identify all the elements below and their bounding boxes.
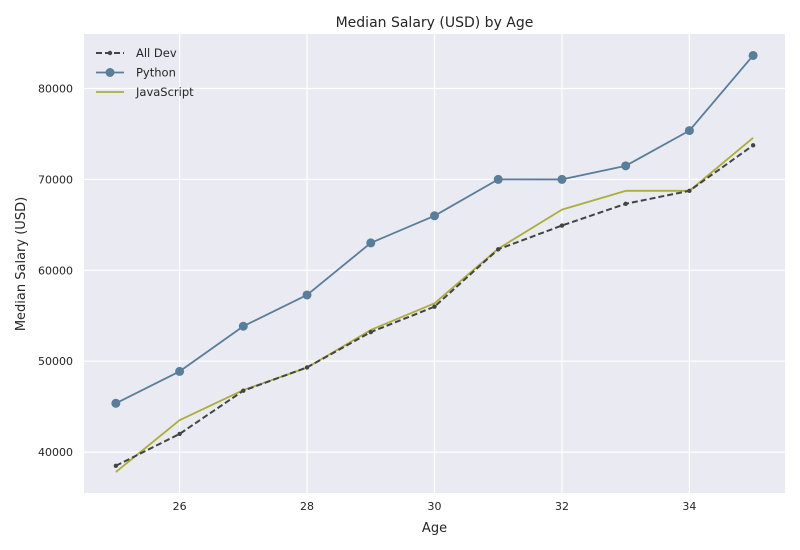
data-point-python xyxy=(557,174,567,184)
data-point-python xyxy=(302,290,312,300)
y-tick-label: 70000 xyxy=(38,173,73,186)
chart-title: Median Salary (USD) by Age xyxy=(336,15,534,31)
data-point-all-dev xyxy=(750,143,756,148)
x-tick-label: 28 xyxy=(300,500,314,513)
data-point-python xyxy=(493,174,503,184)
data-point-all-dev xyxy=(304,365,310,370)
data-point-all-dev xyxy=(368,329,373,335)
series-line-all-dev xyxy=(115,144,754,467)
legend-label-all-dev: All Dev xyxy=(136,46,177,60)
x-axis-label: Age xyxy=(422,521,447,536)
legend-marker-all-dev xyxy=(107,50,113,56)
legend-label-javascript: JavaScript xyxy=(135,85,194,99)
y-tick-label: 60000 xyxy=(38,264,73,277)
x-tick-label: 32 xyxy=(555,500,569,513)
data-point-all-dev xyxy=(687,188,692,194)
series-line-javascript xyxy=(115,137,754,473)
x-tick-label: 34 xyxy=(682,500,696,513)
legend-marker-python xyxy=(105,68,115,77)
data-point-python xyxy=(430,211,439,221)
data-point-all-dev xyxy=(177,431,182,437)
data-point-python xyxy=(238,321,248,331)
grid xyxy=(84,34,785,493)
x-tick-label: 30 xyxy=(428,500,442,513)
data-point-all-dev xyxy=(623,201,628,207)
y-axis-label: Median Salary (USD) xyxy=(14,197,29,331)
series-layer xyxy=(111,50,758,473)
data-point-python xyxy=(748,50,758,60)
ticks: 26 28 30 32 34 40000 50000 60000 70000 80000 xyxy=(38,83,696,513)
legend-label-python: Python xyxy=(136,66,176,80)
data-point-python xyxy=(621,161,631,171)
y-tick-label: 80000 xyxy=(38,83,73,96)
data-point-python xyxy=(175,366,185,376)
data-point-all-dev xyxy=(241,388,246,393)
data-point-all-dev xyxy=(432,304,437,309)
data-point-python xyxy=(684,126,694,136)
y-tick-label: 40000 xyxy=(38,446,73,459)
data-point-all-dev xyxy=(559,223,565,228)
x-tick-label: 26 xyxy=(173,500,187,513)
data-point-all-dev xyxy=(496,247,501,252)
data-point-all-dev xyxy=(113,463,119,468)
data-point-python xyxy=(111,398,121,408)
data-point-python xyxy=(366,238,376,248)
y-tick-label: 50000 xyxy=(38,355,73,368)
legend: All Dev Python JavaScript xyxy=(96,46,194,99)
